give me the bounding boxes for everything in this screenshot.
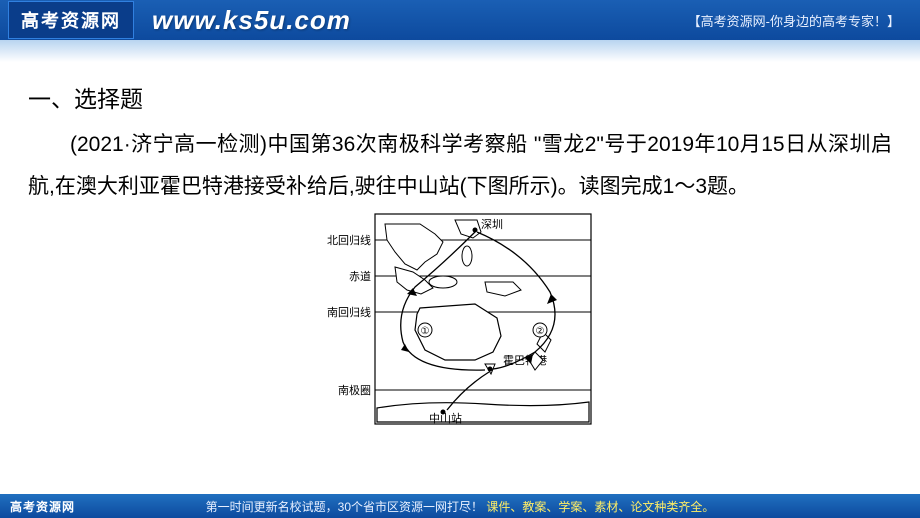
label-antarctic: 南极圈 xyxy=(338,383,371,397)
section-title: 一、选择题 xyxy=(28,80,892,114)
header-wave xyxy=(0,40,920,62)
header-bar: 高考资源网 www.ks5u.com 【高考资源网-你身边的高考专家！】 xyxy=(0,0,920,40)
label-tropic-s: 南回归线 xyxy=(327,305,371,319)
header-tagline: 【高考资源网-你身边的高考专家！】 xyxy=(688,11,900,30)
logo: 高考资源网 xyxy=(8,1,134,39)
content-area: 一、选择题 (2021·济宁高一检测)中国第36次南极科学考察船 "雪龙2"号于… xyxy=(0,62,920,431)
map-figure: 北回归线 赤道 南回归线 南极圈 深圳 霍巴特港 xyxy=(325,212,595,426)
marker-2: ② xyxy=(536,326,545,337)
label-zhongshan: 中山站 xyxy=(429,411,462,425)
footer-logo: 高考资源网 xyxy=(10,498,75,515)
label-tropic-n: 北回归线 xyxy=(327,233,371,247)
label-equator: 赤道 xyxy=(349,269,371,283)
footer-bar: 高考资源网 第一时间更新名校试题，30个省市区资源一网打尽！ 课件、教案、学案、… xyxy=(0,494,920,518)
label-shenzhen: 深圳 xyxy=(481,218,503,231)
footer-text: 第一时间更新名校试题，30个省市区资源一网打尽！ 课件、教案、学案、素材、论文种… xyxy=(206,498,715,515)
marker-1: ① xyxy=(421,326,430,337)
footer-text-b: 课件、教案、学案、素材、论文种类齐全。 xyxy=(486,500,714,514)
map-container: 北回归线 赤道 南回归线 南极圈 深圳 霍巴特港 xyxy=(28,212,892,431)
header-url: www.ks5u.com xyxy=(152,5,351,36)
footer-text-a: 第一时间更新名校试题，30个省市区资源一网打尽！ xyxy=(206,500,483,514)
question-text: (2021·济宁高一检测)中国第36次南极科学考察船 "雪龙2"号于2019年1… xyxy=(28,124,892,208)
